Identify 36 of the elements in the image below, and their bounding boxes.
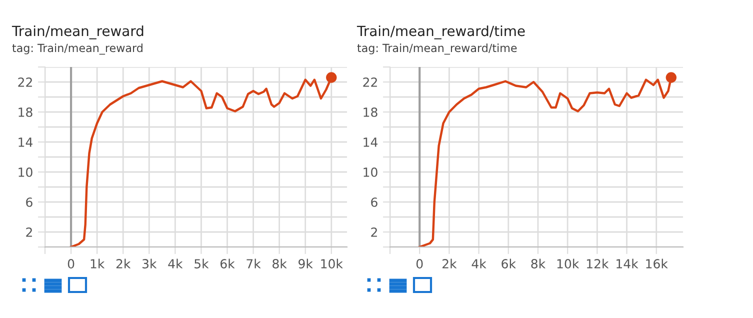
x-tick-label: 16k	[646, 258, 668, 268]
y-tick-label: 10	[18, 167, 32, 177]
chart-title: Train/mean_reward	[12, 25, 144, 40]
x-tick-label: 14k	[616, 258, 638, 268]
x-tick-label: 2k	[442, 258, 457, 268]
x-tick-label: 12k	[586, 258, 609, 268]
y-tick-label: 2	[371, 227, 377, 237]
chart-subtitle: tag: Train/mean_reward/time	[357, 44, 517, 55]
x-tick-label: 2k	[116, 258, 131, 268]
x-tick-label: 7k	[246, 258, 261, 268]
x-tick-label: 3k	[142, 258, 157, 268]
y-tick-label: 22	[18, 77, 32, 87]
x-tick-label: 6k	[220, 258, 235, 268]
x-tick-label: 0	[416, 259, 423, 268]
y-tick-label: 10	[364, 167, 378, 177]
y-tick-label: 14	[364, 138, 378, 147]
y-tick-label: 6	[26, 197, 32, 207]
y-tick-label: 18	[18, 107, 32, 117]
x-tick-label: 1k	[90, 258, 105, 268]
x-tick-label: 0	[68, 259, 74, 268]
y-tick-label: 18	[364, 107, 378, 117]
x-tick-label: 4k	[168, 258, 183, 268]
y-tick-label: 14	[18, 138, 32, 147]
x-tick-label: 8k	[272, 258, 287, 268]
x-tick-label: 10k	[557, 258, 580, 268]
x-tick-label: 5k	[194, 258, 209, 268]
y-tick-label: 6	[371, 197, 378, 207]
x-tick-label: 6k	[502, 258, 516, 268]
x-tick-label: 8k	[531, 258, 546, 268]
chart-title: Train/mean_reward/time	[356, 25, 525, 40]
x-tick-label: 10k	[321, 258, 343, 268]
y-tick-label: 22	[363, 77, 377, 87]
x-tick-label: 4k	[472, 258, 486, 268]
chart-subtitle: tag: Train/mean_reward	[12, 44, 142, 55]
y-tick-label: 2	[26, 227, 32, 237]
x-tick-label: 9k	[298, 258, 313, 268]
